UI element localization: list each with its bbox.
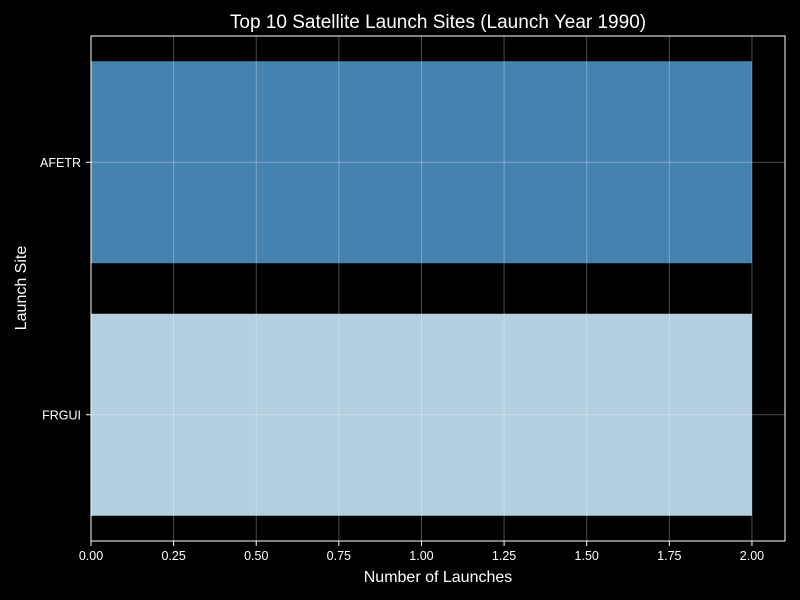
bar-afetr	[91, 61, 752, 264]
bars	[91, 61, 752, 516]
x-tick-label: 1.75	[657, 549, 681, 563]
x-tick-label: 0.25	[161, 549, 185, 563]
y-axis-ticks: AFETR FRGUI	[40, 156, 91, 422]
y-tick-label: AFETR	[40, 156, 81, 170]
bar-frgui	[91, 313, 752, 516]
x-axis-ticks: 0.00 0.25 0.50 0.75 1.00 1.25 1.50 1.75 2.00	[79, 541, 764, 563]
x-tick-label: 1.00	[409, 549, 433, 563]
x-tick-label: 0.00	[79, 549, 103, 563]
gridlines	[90, 36, 785, 541]
chart-title: Top 10 Satellite Launch Sites (Launch Ye…	[230, 12, 646, 33]
x-tick-label: 1.50	[575, 549, 599, 563]
y-tick-label: FRGUI	[42, 408, 81, 422]
y-axis-label: Launch Site	[13, 246, 30, 331]
x-tick-label: 0.75	[327, 549, 351, 563]
x-tick-label: 2.00	[740, 549, 764, 563]
x-tick-label: 0.50	[244, 549, 268, 563]
x-axis-label: Number of Launches	[364, 569, 513, 586]
plot-frame	[90, 35, 786, 542]
x-tick-label: 1.25	[492, 549, 516, 563]
